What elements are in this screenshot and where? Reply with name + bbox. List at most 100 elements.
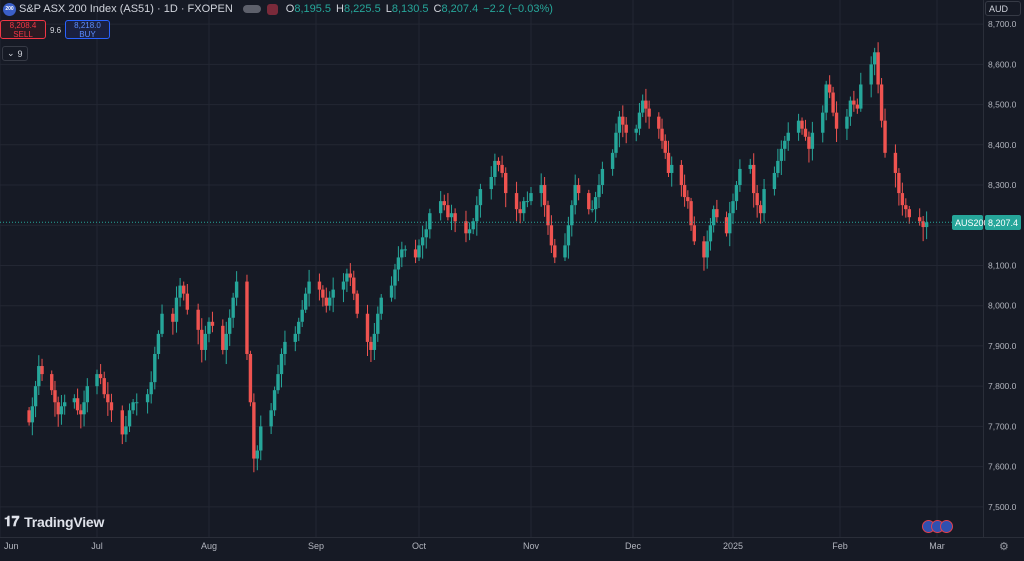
- candle-body: [845, 116, 849, 129]
- candle: [783, 135, 787, 161]
- candle: [855, 98, 860, 114]
- candle-body: [549, 225, 554, 246]
- candle-body: [689, 201, 693, 226]
- candle: [504, 167, 508, 208]
- candle: [102, 371, 106, 399]
- candle: [331, 277, 335, 313]
- time-axis[interactable]: Jun Jul Aug Sep Oct Nov Dec 2025 Feb Mar: [4, 541, 945, 551]
- candle: [529, 187, 533, 206]
- candle: [786, 122, 790, 151]
- price-tick-label: 7,700.0: [988, 421, 1017, 431]
- candle-body: [248, 353, 253, 403]
- candle: [120, 405, 124, 445]
- candle-body: [231, 297, 235, 318]
- candle: [600, 161, 605, 194]
- candle: [715, 199, 719, 223]
- candle: [196, 303, 200, 345]
- indicators-toggle[interactable]: ⌄ 9: [2, 46, 28, 61]
- candle-body: [522, 201, 526, 214]
- candle-body: [224, 333, 228, 350]
- market-status-icon[interactable]: [266, 3, 278, 15]
- candle-body: [272, 390, 277, 411]
- candle: [106, 382, 110, 416]
- candle-body: [379, 297, 383, 314]
- candle-body: [614, 132, 618, 153]
- candle: [553, 238, 557, 264]
- candle: [228, 309, 232, 346]
- currency-selector[interactable]: AUD: [985, 1, 1021, 16]
- candle-body: [921, 221, 925, 228]
- settings-icon[interactable]: ⚙: [999, 541, 1009, 553]
- candle-body: [711, 209, 716, 226]
- candle-body: [95, 374, 99, 387]
- candle-body: [525, 201, 530, 203]
- candle-body: [420, 237, 425, 246]
- candle: [27, 407, 31, 426]
- candle-body: [597, 185, 601, 198]
- visibility-toggle-icon[interactable]: [242, 5, 261, 13]
- candle: [475, 196, 479, 236]
- candle: [75, 388, 80, 415]
- candle: [542, 176, 547, 217]
- sell-button[interactable]: 8,208.4 SELL: [0, 20, 46, 39]
- candle: [666, 140, 671, 177]
- candle-body: [514, 193, 519, 210]
- price-tick-label: 7,600.0: [988, 462, 1017, 472]
- candle: [300, 300, 304, 328]
- candle: [259, 415, 263, 461]
- candle: [692, 216, 696, 245]
- candle-body: [50, 374, 54, 391]
- candle: [624, 117, 628, 144]
- price-tick-label: 8,600.0: [988, 59, 1017, 69]
- candle-body: [403, 249, 407, 251]
- candle: [876, 42, 880, 94]
- candle-body: [570, 205, 574, 226]
- candle: [231, 292, 235, 328]
- candle-body: [400, 249, 404, 258]
- candle: [109, 393, 114, 422]
- candle: [758, 200, 763, 224]
- candle-body: [590, 209, 594, 211]
- candle-body: [493, 160, 497, 177]
- low-key: L: [385, 3, 392, 15]
- tradingview-logo[interactable]: 𝟏𝟕 TradingView: [4, 513, 104, 530]
- candle: [728, 201, 732, 247]
- event-flag-icon[interactable]: [940, 520, 953, 533]
- candle-body: [734, 185, 739, 202]
- candle-body: [446, 205, 450, 218]
- candle-body: [621, 116, 625, 125]
- candle-body: [904, 205, 908, 210]
- candle: [293, 326, 297, 352]
- candle: [446, 193, 450, 221]
- candle: [33, 380, 38, 418]
- candle: [803, 119, 808, 141]
- candle: [917, 208, 922, 226]
- candle-body: [897, 172, 901, 194]
- candle: [859, 72, 863, 112]
- event-markers[interactable]: [922, 520, 953, 533]
- time-tick-label: Oct: [412, 541, 427, 551]
- candle: [283, 330, 287, 366]
- candle: [893, 144, 898, 188]
- candle-body: [810, 132, 815, 149]
- candle-body: [755, 193, 759, 206]
- candle-body: [303, 293, 308, 310]
- candle: [752, 153, 756, 208]
- symbol-title[interactable]: S&P ASX 200 Index (AS51) · 1D · FXOPEN: [19, 3, 233, 15]
- candle: [711, 205, 716, 233]
- candle: [365, 304, 370, 356]
- buy-button[interactable]: 8,218.0 BUY: [65, 20, 110, 39]
- chevron-down-icon: ⌄: [7, 48, 15, 58]
- candle-body: [542, 185, 547, 206]
- price-axis[interactable]: 8,700.08,600.08,500.08,400.08,300.08,200…: [988, 19, 1017, 512]
- candle-body: [283, 341, 287, 354]
- candle: [348, 263, 353, 286]
- candle: [355, 290, 359, 319]
- candle: [203, 325, 208, 361]
- candle: [124, 415, 128, 443]
- candle-body: [317, 281, 322, 290]
- sell-price: 8,208.4: [9, 21, 37, 30]
- ohlc-values: O8,195.5 H8,225.5 L8,130.5 C8,207.4 −2.2…: [286, 3, 553, 15]
- price-tick-label: 7,800.0: [988, 381, 1017, 391]
